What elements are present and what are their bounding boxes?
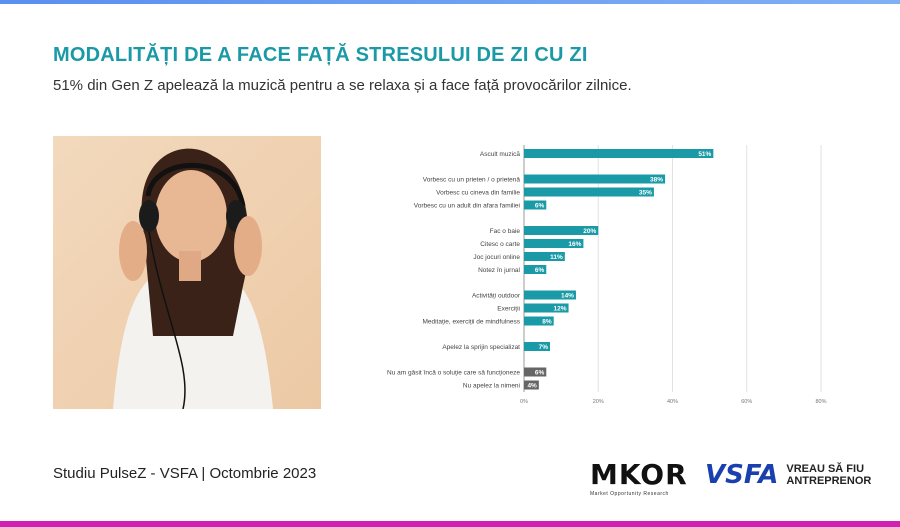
bar-category-label: Meditație, exerciții de mindfulness [422, 319, 520, 326]
x-tick-label: 80% [815, 399, 826, 405]
x-tick-label: 60% [741, 399, 752, 405]
bar-value-label: 16% [568, 241, 581, 248]
bar [524, 174, 666, 184]
bar-category-label: Vorbesc cu cineva din familie [436, 190, 520, 197]
bar [524, 149, 714, 158]
x-tick-label: 40% [667, 399, 678, 405]
bar-category-label: Vorbesc cu un adult din afara familiei [414, 203, 520, 210]
bar [524, 187, 654, 197]
bar-value-label: 6% [535, 267, 545, 274]
bar-value-label: 35% [639, 190, 652, 197]
bar-value-label: 12% [554, 306, 567, 313]
bar [524, 239, 584, 248]
bar-value-label: 51% [698, 151, 711, 158]
bar [524, 226, 599, 235]
bar-category-label: Nu apelez la nimeni [463, 383, 520, 390]
bar-category-label: Apelez la sprijin specializat [442, 344, 520, 351]
bar [524, 290, 576, 300]
bar-category-label: Ascult muzică [480, 151, 520, 158]
bar-category-label: Joc jocuri online [473, 254, 520, 261]
bar-category-label: Nu am găsit încă o soluție care să funcț… [387, 370, 520, 377]
woman-with-headphones-photo [53, 136, 321, 409]
bar [524, 342, 550, 351]
x-tick-label: 0% [520, 399, 528, 405]
study-footer: Studiu PulseZ - VSFA | Octombrie 2023 [53, 465, 317, 482]
page-subtitle: 51% din Gen Z apelează la muzică pentru … [53, 77, 632, 94]
bar-category-label: Activități outdoor [472, 293, 521, 300]
bar-category-label: Fac o baie [490, 228, 521, 235]
bar [524, 316, 554, 326]
bar [524, 252, 565, 261]
bottom-accent-bar [0, 521, 900, 527]
bar-category-label: Citesc o carte [480, 241, 520, 248]
bar-value-label: 14% [561, 293, 574, 300]
bar-value-label: 38% [650, 177, 663, 184]
bar [524, 303, 569, 313]
page-title: MODALITĂȚI DE A FACE FAȚĂ STRESULUI DE Z… [53, 44, 588, 66]
bar [524, 380, 539, 390]
x-tick-label: 20% [593, 399, 604, 405]
top-accent-bar [0, 0, 900, 4]
coping-methods-bar-chart: 0% 20% 40% 60% 80% Ascult muzică 51% Vorbesc cu… [380, 140, 840, 410]
mkor-logo: MKOR Market Opportunity Research [590, 458, 688, 497]
bar-value-label: 6% [535, 203, 545, 210]
bar-value-label: 4% [527, 383, 537, 390]
bar-value-label: 7% [539, 344, 549, 351]
bar-value-label: 6% [535, 370, 545, 377]
bar [524, 265, 547, 274]
bar [524, 200, 547, 210]
bar-category-label: Vorbesc cu un prieten / o prietenă [423, 177, 521, 184]
bar-category-label: Notez în jurnal [478, 267, 520, 274]
bar-value-label: 11% [550, 254, 563, 261]
vsfa-logo: VSFA VREAU SĂ FIU ANTREPRENOR [705, 460, 872, 490]
bar-category-label: Exerciții [497, 306, 520, 313]
bar-value-label: 20% [583, 228, 596, 235]
bar-value-label: 8% [542, 319, 552, 326]
bar [524, 367, 547, 377]
